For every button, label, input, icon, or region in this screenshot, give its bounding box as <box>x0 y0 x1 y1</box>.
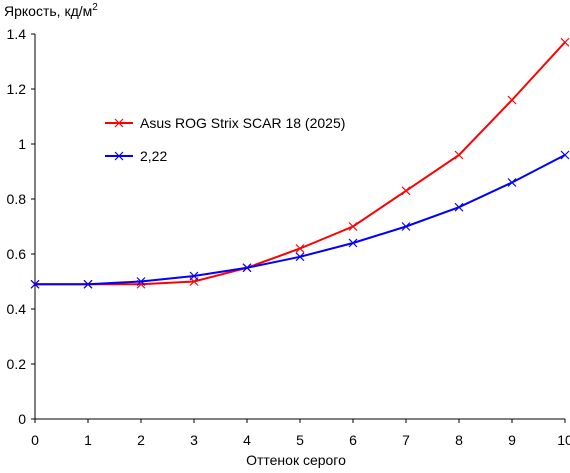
data-point-marker <box>401 222 411 231</box>
data-point-marker <box>348 222 358 231</box>
series-0 <box>30 37 570 289</box>
legend: Asus ROG Strix SCAR 18 (2025) 2,22 <box>105 115 345 164</box>
legend-swatch-marker <box>114 151 124 161</box>
x-tick-label: 10 <box>557 432 570 448</box>
y-tick-label: 0.4 <box>7 301 27 317</box>
y-tick-label: 0.6 <box>7 246 27 262</box>
x-tick-label: 0 <box>31 432 39 448</box>
legend-swatch-marker <box>114 118 124 128</box>
x-tick-label: 6 <box>349 432 357 448</box>
y-tick-label: 1.4 <box>7 26 27 42</box>
legend-label: Asus ROG Strix SCAR 18 (2025) <box>140 115 345 131</box>
data-point-marker <box>560 37 570 47</box>
y-axis-label-text: Яркость, кд/м <box>4 3 92 19</box>
data-point-marker <box>507 95 517 105</box>
series-1 <box>30 150 570 289</box>
y-tick-label: 0 <box>18 411 26 427</box>
x-tick-label: 3 <box>190 432 198 448</box>
x-axis-label: Оттенок серого <box>246 452 346 468</box>
y-tick-label: 1 <box>18 136 26 152</box>
data-point-marker <box>189 271 199 281</box>
y-tick-label: 1.2 <box>7 81 27 97</box>
y-axis-label: Яркость, кд/м2 <box>4 2 98 19</box>
x-tick-label: 4 <box>243 432 251 448</box>
series-line <box>35 154 566 286</box>
data-point-marker <box>295 252 305 262</box>
x-tick-label: 7 <box>402 432 410 448</box>
data-point-marker <box>30 279 40 289</box>
data-point-marker <box>242 263 252 273</box>
legend-label: 2,22 <box>140 148 167 164</box>
data-point-marker <box>401 186 411 196</box>
y-axis-label-superscript: 2 <box>92 2 98 13</box>
data-point-marker <box>507 178 517 187</box>
axes-layer: 0 0.2 0.4 0.6 0.8 1 1.2 1.4 0 1 2 3 4 5 6 7 8 9 10 <box>7 26 570 448</box>
data-point-marker <box>560 150 570 160</box>
x-tick-label: 9 <box>508 432 516 448</box>
x-tick-label: 2 <box>137 432 145 448</box>
x-tick-label: 8 <box>455 432 463 448</box>
data-point-marker <box>454 202 464 212</box>
data-point-marker <box>83 279 93 289</box>
data-point-marker <box>295 244 305 253</box>
data-point-marker <box>454 150 464 160</box>
data-point-marker <box>136 277 146 286</box>
x-tick-label: 5 <box>296 432 304 448</box>
series-layer <box>30 37 570 289</box>
data-point-marker <box>348 238 358 248</box>
x-tick-label: 1 <box>84 432 92 448</box>
y-tick-label: 0.2 <box>7 356 27 372</box>
y-tick-label: 0.8 <box>7 191 27 207</box>
